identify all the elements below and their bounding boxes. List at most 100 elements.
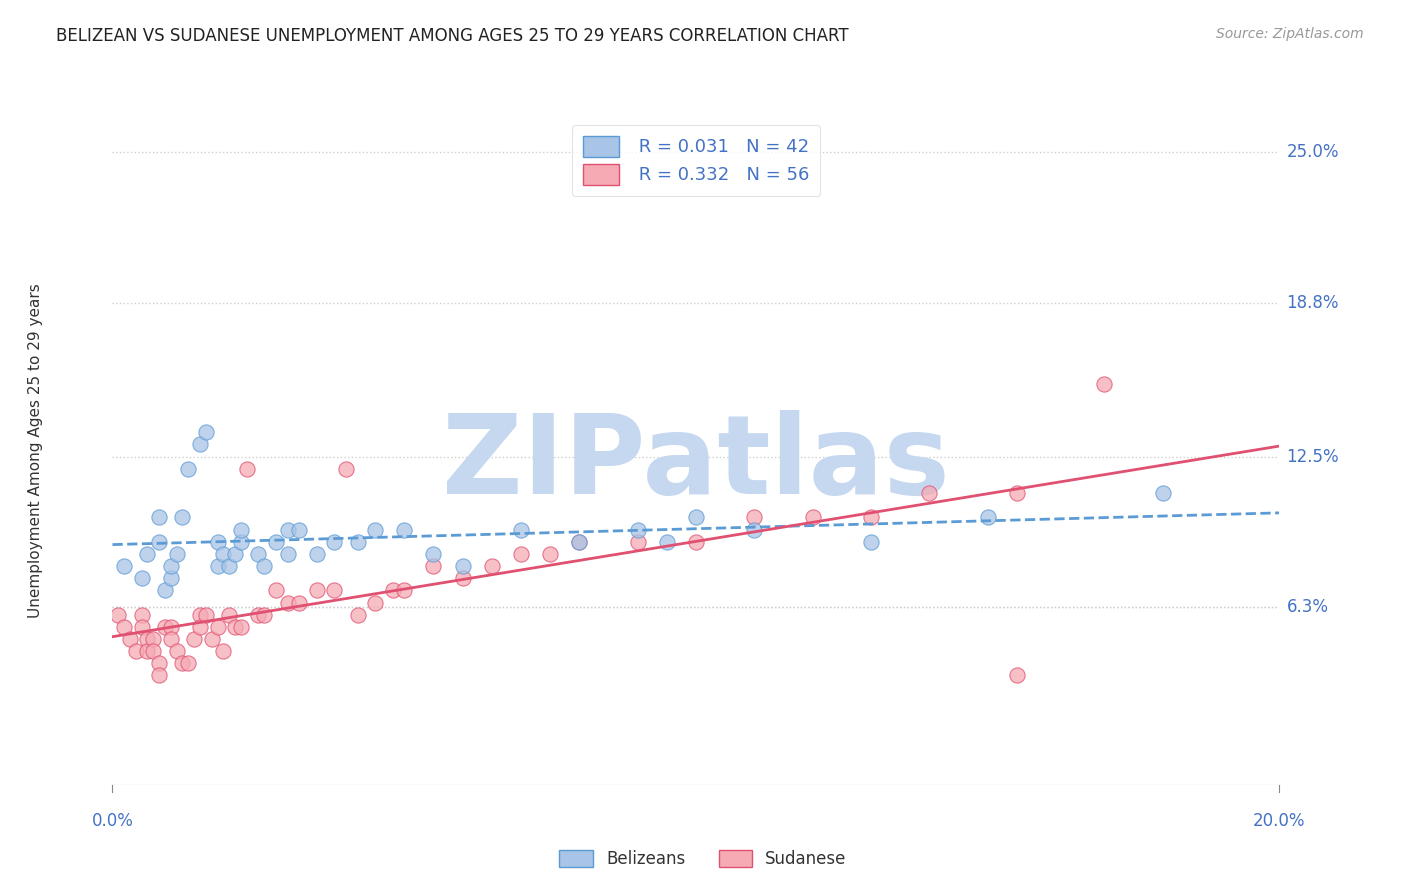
Point [224,620,246,634]
Point [451,559,474,574]
Point [212,547,235,561]
Point [160,559,183,574]
Point [1005,668,1028,682]
Point [229,523,252,537]
Point [194,425,217,440]
Point [264,534,287,549]
Point [136,547,159,561]
Point [918,486,941,500]
Point [422,559,444,574]
Point [153,583,176,598]
Point [118,632,141,646]
Point [188,437,211,451]
Point [136,644,159,658]
Point [859,510,883,524]
Text: 6.3%: 6.3% [1286,599,1329,616]
Point [148,668,170,682]
Point [247,547,270,561]
Point [801,510,824,524]
Point [131,607,153,622]
Point [166,644,188,658]
Point [166,547,188,561]
Point [235,461,257,475]
Point [229,534,252,549]
Point [655,534,678,549]
Point [188,607,211,622]
Point [288,595,311,609]
Point [107,607,129,622]
Point [207,559,229,574]
Point [335,461,357,475]
Point [381,583,404,598]
Point [626,523,648,537]
Point [276,547,298,561]
Point [148,657,170,671]
Point [1005,486,1028,500]
Point [626,534,648,549]
Point [323,534,346,549]
Point [112,620,135,634]
Point [207,534,229,549]
Point [142,644,165,658]
Point [276,595,298,609]
Point [276,523,298,537]
Point [305,547,328,561]
Point [177,461,200,475]
Point [976,510,998,524]
Text: BELIZEAN VS SUDANESE UNEMPLOYMENT AMONG AGES 25 TO 29 YEARS CORRELATION CHART: BELIZEAN VS SUDANESE UNEMPLOYMENT AMONG … [56,27,849,45]
Point [288,523,311,537]
Point [568,534,591,549]
Point [172,657,194,671]
Point [212,644,235,658]
Point [509,547,531,561]
Point [218,607,240,622]
Point [346,534,368,549]
Point [153,620,176,634]
Text: 0.0%: 0.0% [91,812,134,830]
Text: 25.0%: 25.0% [1286,144,1339,161]
Legend: Belizeans, Sudanese: Belizeans, Sudanese [553,843,853,875]
Point [160,571,183,585]
Point [1152,486,1174,500]
Point [742,510,765,524]
Point [201,632,224,646]
Point [194,607,217,622]
Point [451,571,474,585]
Point [538,547,561,561]
Point [1092,376,1115,391]
Point [125,644,148,658]
Text: 20.0%: 20.0% [1253,812,1306,830]
Point [859,534,883,549]
Text: Unemployment Among Ages 25 to 29 years: Unemployment Among Ages 25 to 29 years [28,283,42,618]
Point [148,510,170,524]
Point [112,559,135,574]
Point [323,583,346,598]
Point [177,657,200,671]
Point [364,523,387,537]
Point [247,607,270,622]
Text: Source: ZipAtlas.com: Source: ZipAtlas.com [1216,27,1364,41]
Point [160,620,183,634]
Point [183,632,205,646]
Text: 12.5%: 12.5% [1286,448,1339,466]
Point [160,632,183,646]
Point [207,620,229,634]
Point [509,523,531,537]
Point [142,632,165,646]
Point [481,559,503,574]
Point [148,534,170,549]
Point [253,559,276,574]
Point [229,620,252,634]
Point [685,534,707,549]
Point [172,510,194,524]
Text: 18.8%: 18.8% [1286,294,1339,312]
Point [392,523,416,537]
Point [253,607,276,622]
Point [264,583,287,598]
Point [364,595,387,609]
Point [305,583,328,598]
Legend:  R = 0.031   N = 42,  R = 0.332   N = 56: R = 0.031 N = 42, R = 0.332 N = 56 [572,125,820,195]
Point [346,607,368,622]
Point [188,620,211,634]
Point [131,620,153,634]
